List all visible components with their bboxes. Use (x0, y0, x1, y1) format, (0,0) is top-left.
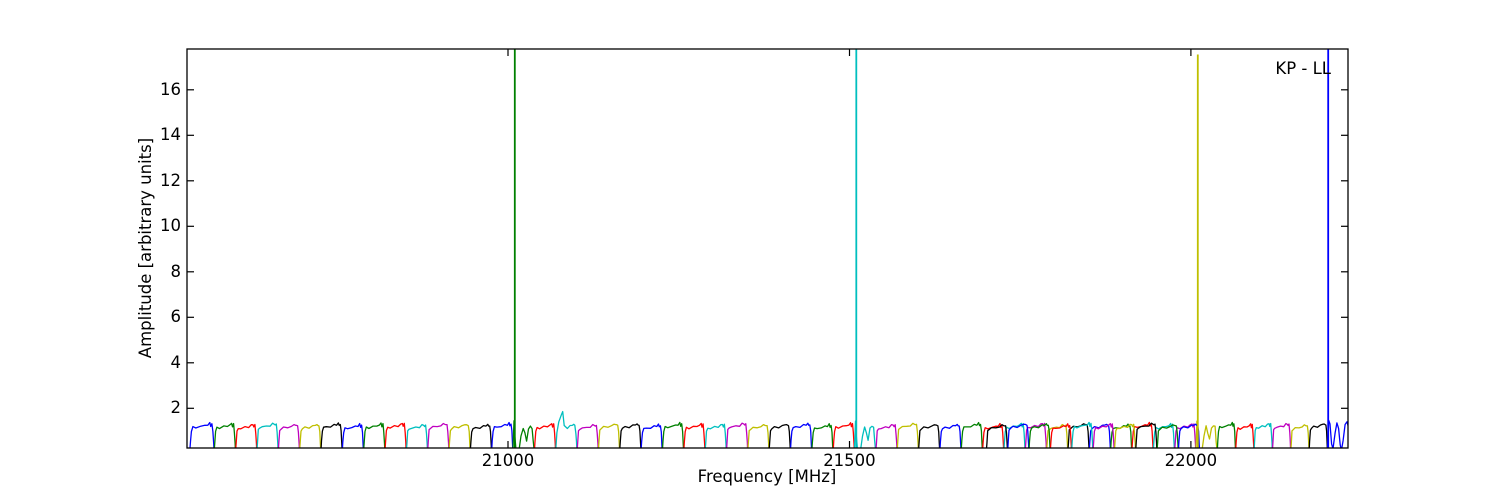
band-trace (189, 421, 215, 449)
band-trace (918, 424, 941, 449)
y-tick-label: 4 (170, 352, 182, 372)
band-trace (747, 423, 770, 449)
band-trace (1271, 422, 1292, 449)
band-trace (619, 423, 642, 449)
band-trace (363, 422, 386, 449)
plot-frame (186, 48, 1349, 449)
band-trace (1067, 423, 1090, 449)
band-trace (1156, 424, 1179, 449)
band-trace (982, 422, 1005, 449)
corner-annotation: KP - LL (1275, 59, 1331, 78)
trace-group (189, 49, 1348, 449)
y-tick-label: 14 (160, 125, 181, 145)
band-trace (985, 424, 1009, 449)
band-trace (875, 423, 898, 449)
band-trace (576, 423, 599, 449)
band-trace (1003, 422, 1026, 449)
band-trace (896, 422, 919, 449)
band-trace (640, 423, 663, 449)
band-trace (1092, 423, 1115, 449)
band-trace (448, 424, 471, 449)
band-trace (1235, 423, 1255, 449)
band-trace (1216, 421, 1237, 449)
band-trace (491, 421, 514, 449)
band-trace (1174, 423, 1197, 449)
band-trace (1024, 422, 1048, 449)
band-trace (1110, 423, 1133, 449)
band-trace (405, 423, 429, 449)
band-trace (1046, 423, 1069, 449)
band-trace (277, 423, 300, 449)
band-trace (661, 421, 685, 449)
band-trace (256, 422, 279, 449)
band-trace (1253, 422, 1273, 449)
band-trace (235, 423, 258, 449)
band-trace (384, 422, 407, 449)
x-tick-label: 22000 (1164, 451, 1218, 470)
band-trace (341, 422, 364, 449)
band-trace (768, 423, 791, 449)
y-tick-label: 12 (160, 170, 181, 190)
x-tick-label: 21000 (481, 451, 535, 470)
band-trace (1071, 421, 1094, 449)
band-trace (789, 422, 813, 449)
band-trace (555, 410, 578, 449)
band-trace (533, 423, 557, 449)
band-trace (683, 422, 706, 449)
band-trace (597, 423, 621, 449)
band-trace (1135, 422, 1158, 449)
band-trace (213, 422, 236, 449)
x-tick-label: 21500 (823, 451, 876, 470)
band-trace (1308, 423, 1328, 449)
band-trace (427, 422, 450, 449)
band-trace (725, 422, 749, 449)
y-tick-label: 6 (170, 307, 182, 327)
band-trace (1007, 423, 1030, 449)
band-trace (939, 423, 962, 449)
band-trace (1088, 423, 1111, 449)
y-tick-label: 10 (160, 216, 181, 236)
y-tick-label: 16 (160, 79, 181, 99)
band-trace (1152, 422, 1175, 449)
y-tick-label: 8 (170, 261, 182, 281)
band-trace (320, 422, 343, 449)
band-trace (960, 421, 983, 449)
band-trace (1113, 423, 1137, 449)
y-tick-label: 2 (170, 398, 182, 418)
x-axis-label: Frequency [MHz] (697, 467, 837, 486)
band-trace (469, 423, 493, 449)
band-trace (1028, 423, 1051, 449)
band-trace (1049, 423, 1073, 449)
band-trace (1290, 424, 1310, 449)
band-trace (299, 423, 322, 449)
band-trace (1326, 419, 1348, 449)
band-trace (811, 423, 834, 449)
band-trace (832, 422, 855, 449)
band-trace (1131, 421, 1154, 449)
band-trace (704, 423, 727, 449)
